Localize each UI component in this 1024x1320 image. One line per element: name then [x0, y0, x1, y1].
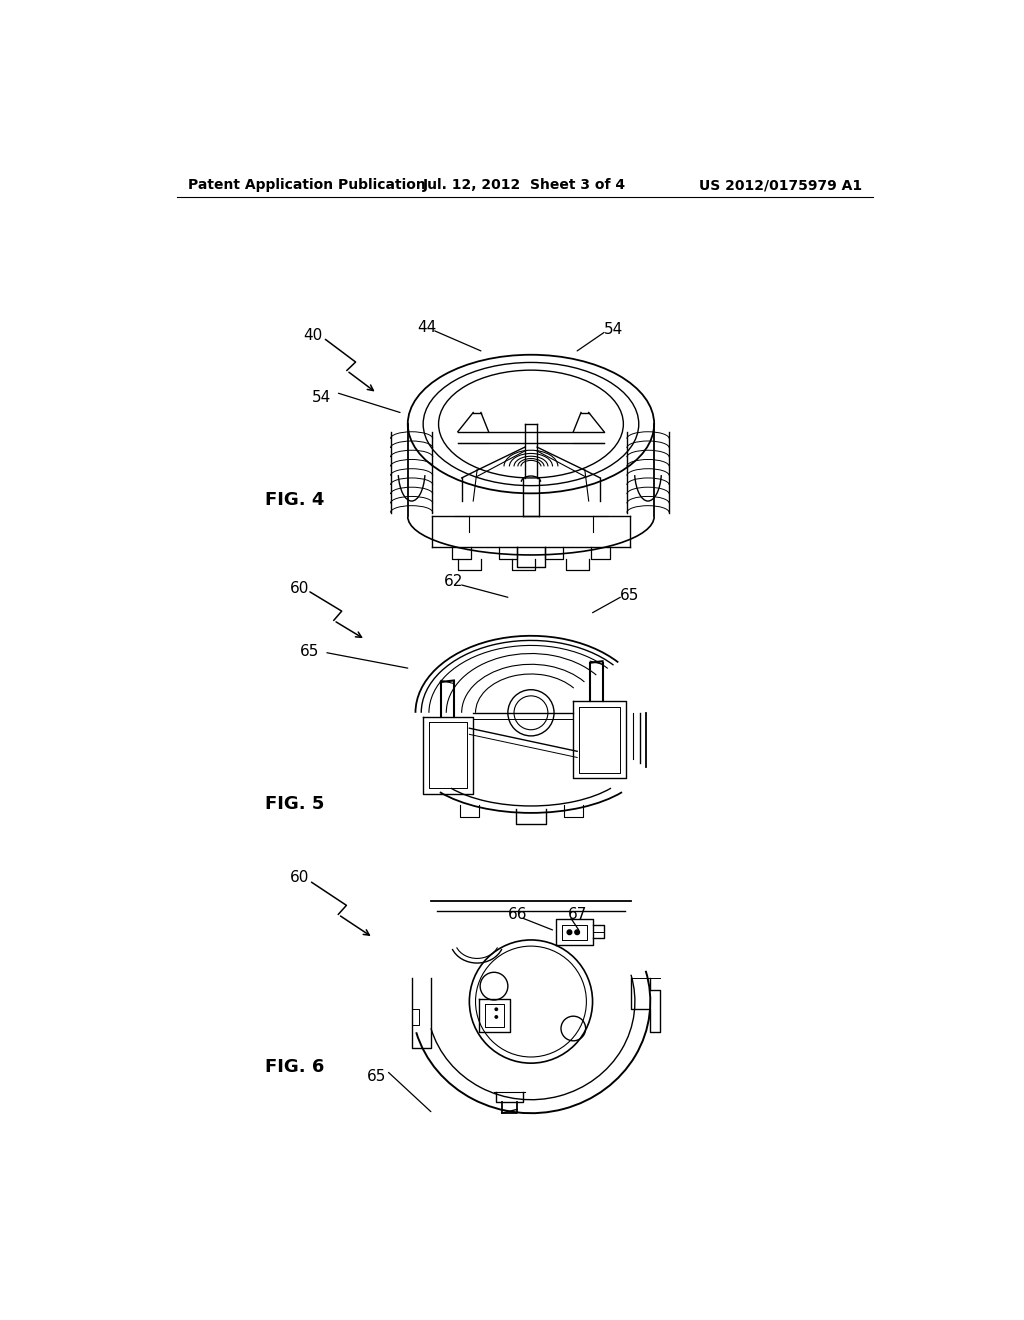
Text: FIG. 5: FIG. 5 — [265, 795, 325, 813]
Text: 44: 44 — [418, 321, 436, 335]
Text: 65: 65 — [620, 589, 639, 603]
Text: FIG. 6: FIG. 6 — [265, 1059, 325, 1076]
Text: 40: 40 — [303, 327, 323, 343]
Text: Jul. 12, 2012  Sheet 3 of 4: Jul. 12, 2012 Sheet 3 of 4 — [423, 178, 627, 193]
Text: 65: 65 — [299, 644, 318, 659]
Text: 54: 54 — [312, 389, 331, 405]
Circle shape — [495, 1015, 499, 1019]
Text: 66: 66 — [508, 907, 527, 923]
Circle shape — [574, 929, 580, 935]
Text: 65: 65 — [368, 1069, 387, 1084]
Text: 60: 60 — [290, 870, 309, 886]
Circle shape — [567, 929, 571, 935]
Text: 54: 54 — [604, 322, 623, 337]
Text: 62: 62 — [444, 574, 464, 590]
Text: US 2012/0175979 A1: US 2012/0175979 A1 — [699, 178, 862, 193]
Text: Patent Application Publication: Patent Application Publication — [188, 178, 426, 193]
Text: FIG. 4: FIG. 4 — [265, 491, 325, 510]
Text: 67: 67 — [567, 907, 587, 923]
Circle shape — [495, 1007, 499, 1011]
Text: 60: 60 — [290, 581, 309, 595]
